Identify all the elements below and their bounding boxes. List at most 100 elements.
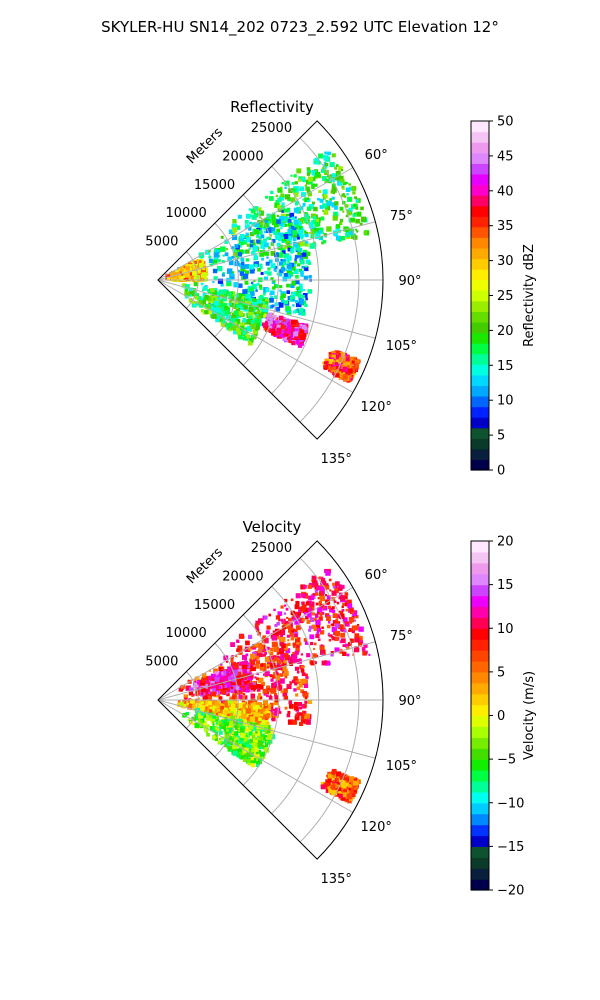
colorbar-segment [471, 780, 489, 793]
velocity-panel: Velocity 5000 10000 15000 20000 25000 Meters 6… [145, 518, 537, 899]
colorbar-segment [471, 258, 489, 270]
colorbar-segment [471, 438, 489, 450]
colorbar-segment [471, 639, 489, 651]
range-axis-label: Meters [184, 545, 226, 587]
colorbar-segment [471, 121, 489, 133]
colorbar-segment [471, 142, 489, 154]
colorbar-segment [471, 395, 489, 408]
colorbar-segment [471, 682, 489, 695]
range-tick-label: 20000 [222, 569, 263, 584]
colorbar-segment [471, 321, 489, 334]
colorbar-segment [471, 226, 489, 238]
range-tick-label: 15000 [194, 598, 235, 613]
colorbar-segment [471, 693, 489, 706]
colorbar-label: Reflectivity dBZ [522, 244, 537, 347]
colorbar-segment [471, 131, 489, 143]
colorbar-segment [471, 802, 489, 815]
colorbar-tick-label: 25 [497, 289, 514, 304]
colorbar-segment [471, 406, 489, 418]
colorbar-segment [471, 584, 489, 597]
azimuth-tick-label: 60° [365, 148, 388, 163]
velocity-labels: 5000 10000 15000 20000 25000 Meters 60° 75° 90° 1… [145, 541, 421, 887]
colorbar-segment [471, 857, 489, 869]
colorbar-tick-label: 40 [497, 184, 514, 199]
range-tick-label: 25000 [251, 121, 292, 136]
colorbar-tick-label: 10 [497, 622, 514, 637]
echo-region [181, 283, 270, 346]
reflectivity-title: Reflectivity [230, 98, 314, 116]
colorbar-segment [471, 427, 489, 439]
colorbar-segment [471, 332, 489, 344]
colorbar-segment [471, 343, 489, 355]
colorbar-segment [471, 726, 489, 738]
colorbar-segment [471, 628, 489, 640]
echo-region [262, 312, 309, 348]
velocity-echoes [177, 568, 371, 804]
colorbar-segment [471, 448, 489, 461]
colorbar-tick-label: 50 [497, 115, 514, 130]
range-tick-label: 5000 [145, 655, 178, 670]
velocity-colorbar: −20 −15 −10 −5 0 5 10 15 20 Velocity (m/s) [470, 535, 537, 899]
echo-region [320, 768, 361, 804]
azimuth-spoke [157, 587, 354, 701]
colorbar-segment [471, 247, 489, 260]
colorbar-segment [471, 152, 489, 164]
colorbar-tick-label: −5 [497, 753, 516, 768]
colorbar-segment [471, 748, 489, 760]
azimuth-spoke [157, 221, 376, 281]
colorbar-tick-label: −10 [497, 796, 524, 811]
colorbar-tick-label: 20 [497, 324, 514, 339]
colorbar-segment [471, 704, 489, 717]
colorbar-segment [471, 173, 489, 186]
azimuth-spoke [157, 699, 354, 813]
azimuth-tick-label: 105° [386, 339, 417, 354]
colorbar-segment [471, 279, 489, 291]
colorbar-segment [471, 671, 489, 684]
azimuth-spoke [157, 641, 376, 701]
azimuth-tick-label: 75° [390, 629, 413, 644]
azimuth-tick-label: 90° [398, 274, 421, 289]
colorbar-segment [471, 417, 489, 429]
colorbar-segment [471, 163, 489, 175]
colorbar-segment [471, 617, 489, 629]
colorbar-tick-label: 30 [497, 254, 514, 269]
range-tick-label: 25000 [251, 541, 292, 556]
sector-frame [157, 120, 384, 440]
colorbar-segment [471, 353, 489, 365]
colorbar-segment [471, 573, 489, 586]
figure-title: SKYLER-HU SN14_202 0723_2.592 UTC Elevat… [101, 18, 499, 37]
colorbar-tick-label: 5 [497, 665, 505, 680]
range-tick-label: 10000 [165, 626, 206, 641]
colorbar-segment [471, 459, 489, 471]
azimuth-tick-label: 90° [398, 694, 421, 709]
colorbar-segment [471, 868, 489, 880]
colorbar-segment [471, 835, 489, 847]
colorbar-segment [471, 660, 489, 673]
colorbar-segment [471, 650, 489, 662]
reflectivity-colorbar: 0 5 10 15 20 25 30 35 40 45 50 Reflectivity dBZ [470, 115, 537, 479]
colorbar-segment [471, 824, 489, 837]
reflectivity-panel: Reflectivity 5000 10000 15000 20000 25000 Met… [145, 98, 537, 479]
colorbar-segment [471, 551, 489, 564]
colorbar-tick-label: −15 [497, 840, 524, 855]
colorbar-segment [471, 300, 489, 312]
colorbar-segment [471, 269, 489, 281]
azimuth-tick-label: 75° [390, 209, 413, 224]
colorbar-segment [471, 562, 489, 575]
colorbar-segment [471, 770, 489, 782]
colorbar-segment [471, 715, 489, 728]
colorbar-segment [471, 791, 489, 804]
colorbar-segment [471, 205, 489, 217]
colorbar-segment [471, 846, 489, 858]
reflectivity-grid [157, 120, 384, 440]
azimuth-spoke [157, 279, 354, 393]
range-tick-label: 10000 [165, 206, 206, 221]
colorbar-segment [471, 195, 489, 207]
colorbar-segment [471, 759, 489, 771]
colorbar-tick-label: −20 [497, 884, 524, 899]
azimuth-tick-label: 105° [386, 759, 417, 774]
range-tick-label: 5000 [145, 235, 178, 250]
azimuth-tick-label: 120° [361, 400, 392, 415]
colorbar-segment [471, 311, 489, 323]
